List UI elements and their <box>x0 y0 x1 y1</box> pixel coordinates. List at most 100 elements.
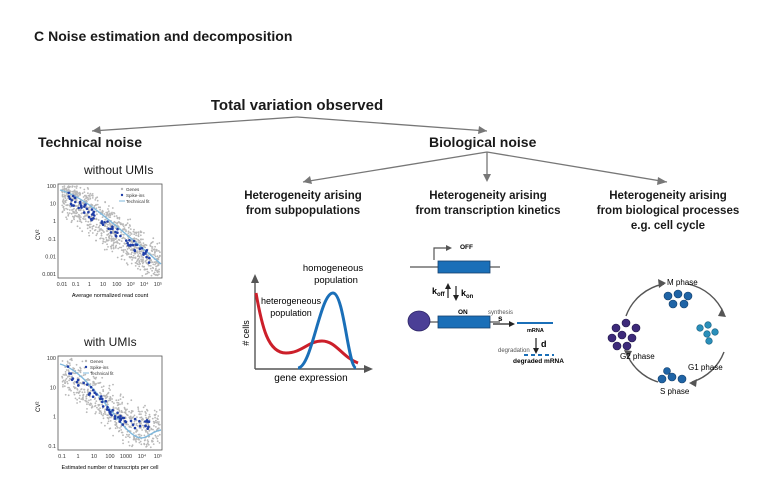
gene-point <box>76 205 79 207</box>
gene-point <box>64 197 67 199</box>
gene-point <box>141 417 144 420</box>
gene-point <box>106 392 109 395</box>
gene-point <box>121 254 124 257</box>
koff-k: k <box>432 286 438 296</box>
gene-point <box>154 245 156 248</box>
gene-point <box>120 246 123 249</box>
gene-point <box>116 426 119 429</box>
gene-point <box>125 252 127 255</box>
mrna-label: mRNA <box>527 328 544 334</box>
gene-point <box>74 205 77 207</box>
subheading-kinetics: Heterogeneity arising from transcription… <box>398 189 578 219</box>
gene-point <box>97 404 100 407</box>
gene-point <box>138 252 141 254</box>
spike-in-point <box>77 206 80 210</box>
gene-point <box>129 425 131 428</box>
gene-point <box>149 245 152 247</box>
gene-point <box>61 191 64 194</box>
x-tick-label: 10 <box>91 454 97 460</box>
gene-point <box>97 382 99 384</box>
gene-point <box>80 382 83 385</box>
gene-point <box>112 247 115 250</box>
gene-point <box>96 203 99 206</box>
y-tick-labels: 100 10 1 0.1 0.01 0.001 <box>42 184 56 278</box>
gene-point <box>85 220 87 223</box>
gene-point <box>76 398 78 401</box>
gene-point <box>133 252 135 254</box>
gene-point <box>77 213 80 216</box>
gene-point <box>143 245 146 248</box>
gene-point <box>78 204 80 207</box>
spike-in-point <box>128 238 131 242</box>
gene-point <box>143 434 146 437</box>
gene-point <box>71 219 73 222</box>
gene-point <box>139 263 141 265</box>
gene-point <box>65 204 68 206</box>
gene-point <box>98 412 101 414</box>
arrowhead-sub1 <box>303 176 312 184</box>
gene-point <box>118 409 121 412</box>
gene-point <box>109 427 112 430</box>
gene-point <box>135 431 137 433</box>
spike-in-point <box>125 239 128 242</box>
gene-point <box>65 364 68 366</box>
gene-point <box>156 421 159 423</box>
gene-point <box>89 229 92 232</box>
gene-point <box>151 417 154 420</box>
gene-point <box>110 212 113 215</box>
gene-point <box>89 197 92 200</box>
gene-point <box>62 384 64 386</box>
gene-point <box>79 227 81 229</box>
gene-point <box>155 262 157 265</box>
spike-in-point <box>109 227 113 231</box>
gene-point <box>95 223 98 226</box>
gene-point <box>105 238 108 241</box>
gene-point <box>140 423 142 425</box>
gene-point <box>148 271 150 274</box>
gene-point <box>85 411 88 414</box>
gene-point <box>100 411 103 414</box>
gene-point <box>70 196 72 198</box>
gene-point <box>131 249 133 252</box>
arc-m-to-g1 <box>687 283 725 315</box>
gene-point <box>129 416 132 418</box>
spike-in-point <box>117 416 120 419</box>
gene-point <box>122 236 125 239</box>
spike-in-point <box>89 385 93 389</box>
gene-point <box>109 399 112 401</box>
spike-in-point <box>111 225 114 228</box>
gene-point <box>80 398 83 400</box>
gene-point <box>61 376 64 379</box>
arc-g2-to-m <box>625 283 665 317</box>
x-tick-label: 10⁵ <box>154 281 162 288</box>
gene-point <box>99 206 101 209</box>
gene-point <box>126 248 129 250</box>
gene-point <box>121 431 124 434</box>
gene-point <box>69 205 72 208</box>
legend-fit: Technical fit <box>126 199 150 204</box>
gene-point <box>86 391 89 393</box>
gene-point <box>148 430 151 432</box>
gene-point <box>157 256 160 259</box>
gene-point <box>112 434 114 437</box>
gene-point <box>147 254 149 257</box>
gene-point <box>157 250 160 252</box>
arrowhead-g2 <box>624 350 632 359</box>
gene-point <box>95 226 97 229</box>
gene-point <box>79 186 82 189</box>
gene-point <box>76 389 79 391</box>
subheading-line: Heterogeneity arising <box>609 190 727 202</box>
gene-point <box>70 221 73 224</box>
gene-point <box>158 273 160 276</box>
gene-point <box>79 220 82 222</box>
gene-point <box>96 213 98 216</box>
gene-point <box>79 366 81 369</box>
gene-point <box>106 243 108 246</box>
legend-spikes: Spike-ins <box>90 365 109 370</box>
gene-point <box>70 201 72 203</box>
g2-cells <box>607 318 641 351</box>
gene-point <box>154 416 156 419</box>
gene-point <box>140 413 142 416</box>
gene-point <box>135 234 137 237</box>
gene-point <box>79 216 82 218</box>
